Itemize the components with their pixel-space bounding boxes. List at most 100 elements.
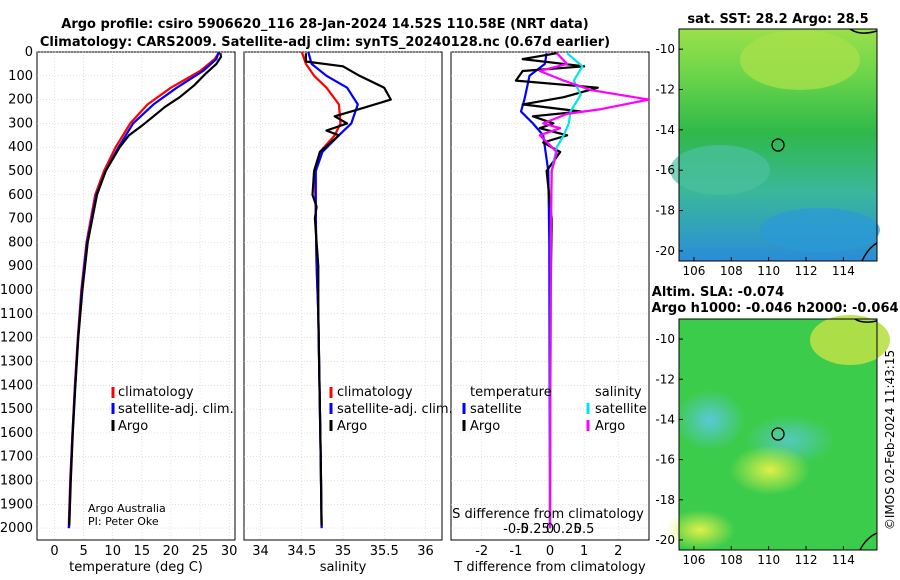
legend-clim: climatology — [337, 385, 413, 400]
map-lat-label: -20 — [655, 533, 675, 547]
sst-ticks: 106 108 110 112 114 -10 -12 -14 -16 -18 -20 — [655, 42, 854, 278]
legend-argo: Argo — [337, 419, 367, 434]
x-tick-label: 35.5 — [370, 544, 399, 559]
coastline — [859, 532, 878, 551]
x-tick-label: 2 — [614, 544, 622, 559]
map-lon-label: 108 — [720, 553, 743, 567]
map-lon-label: 110 — [757, 553, 780, 567]
map-lat-label: -10 — [655, 42, 675, 56]
argo-location-marker — [771, 138, 785, 152]
depth-tick-label: 1500 — [0, 402, 33, 417]
legend-sargo: Argo — [595, 419, 625, 434]
depth-tick-label: 300 — [8, 116, 33, 131]
map-lat-label: -14 — [655, 123, 675, 137]
s-diff-tick-label: 0.25 — [553, 522, 582, 537]
x-tick-label: 0 — [546, 544, 554, 559]
x-tick-label: -1 — [509, 544, 522, 559]
sla-frame — [678, 318, 878, 551]
temp-legend: climatology satellite-adj. clim. Argo — [111, 385, 234, 434]
x-tick-label: 10 — [104, 544, 121, 559]
map-lon-label: 110 — [757, 264, 780, 278]
sst-cool-patch — [670, 145, 770, 195]
credit-line2: PI: Peter Oke — [88, 515, 159, 528]
x-tick-labels: 0 5 10 15 20 25 30 34 34.5 35 35.5 36 -2 -1 0 1 2 — [50, 544, 622, 559]
legend-argo: Argo — [118, 419, 148, 434]
x-tick-label: 5 — [79, 544, 87, 559]
s-diff-tick-label: 0.5 — [574, 522, 595, 537]
s-diff-tick-label: -0.25 — [516, 522, 550, 537]
sla-ticks: 106 108 110 112 114 -10 -12 -14 -16 -18 -20 — [655, 332, 854, 567]
legend-targo: Argo — [470, 419, 500, 434]
depth-tick-label: 200 — [8, 93, 33, 108]
x-tick-label: 34 — [252, 544, 269, 559]
diff-legend: temperature salinity satellite Argo sate… — [462, 385, 647, 434]
sst-cold-patch — [760, 208, 880, 252]
map-lat-label: -16 — [655, 163, 675, 177]
depth-tick-label: 2000 — [0, 521, 33, 536]
sla-low-patch — [675, 390, 745, 450]
sst-warm-patch — [740, 30, 860, 90]
legend-sat: satellite-adj. clim. — [337, 402, 453, 417]
sal-xlabel: salinity — [320, 560, 367, 575]
title-line2: Climatology: CARS2009. Satellite-adj cli… — [40, 35, 610, 50]
depth-tick-labels: 0 100 200 300 400 500 600 700 800 900 1000 1100 1200… — [0, 45, 33, 536]
series-line — [304, 53, 392, 526]
map-lon-label: 106 — [682, 553, 705, 567]
series-line — [68, 53, 223, 526]
map-lat-label: -20 — [655, 244, 675, 258]
temp-xlabel: temperature (deg C) — [69, 560, 203, 575]
legend-temp-head: temperature — [470, 385, 552, 400]
title-line1: Argo profile: csiro 5906620_116 28-Jan-2… — [61, 17, 588, 32]
timestamp: ©IMOS 02-Feb-2024 11:43:15 — [883, 350, 897, 530]
series-line — [538, 52, 651, 529]
map-lat-label: -12 — [655, 372, 675, 386]
depth-tick-label: 0 — [25, 45, 33, 60]
map-lat-label: -18 — [655, 493, 675, 507]
depth-tick-label: 500 — [8, 164, 33, 179]
depth-tick-label: 1400 — [0, 378, 33, 393]
profile-lines — [67, 51, 651, 529]
legend-sal-head: salinity — [595, 385, 642, 400]
legend-clim: climatology — [118, 385, 194, 400]
sla-title1: Altim. SLA: -0.074 — [652, 285, 784, 300]
sla-high-patch — [665, 510, 735, 550]
map-lon-label: 108 — [720, 264, 743, 278]
sla-high-patch — [730, 445, 810, 495]
temp-axes — [36, 51, 236, 541]
sla-map — [665, 315, 890, 551]
map-lat-label: -14 — [655, 412, 675, 426]
depth-tick-label: 1000 — [0, 283, 33, 298]
map-lat-label: -12 — [655, 83, 675, 97]
x-tick-label: 35 — [335, 544, 352, 559]
series-line — [514, 52, 599, 529]
legend-tsat: satellite — [470, 402, 522, 417]
x-tick-label: 25 — [192, 544, 209, 559]
map-lat-label: -16 — [655, 453, 675, 467]
x-tick-label: 30 — [221, 544, 238, 559]
legend-sat: satellite-adj. clim. — [118, 402, 234, 417]
x-tick-label: 36 — [417, 544, 434, 559]
x-tick-label: -2 — [475, 544, 488, 559]
coastline — [854, 318, 878, 323]
sst-map-title: sat. SST: 28.2 Argo: 28.5 — [687, 12, 868, 27]
sst-frame — [678, 28, 878, 262]
legend-ssat: satellite — [595, 402, 647, 417]
diff-x2label: S difference from climatology — [452, 507, 644, 522]
depth-tick-label: 1300 — [0, 354, 33, 369]
depth-tick-label: 400 — [8, 140, 33, 155]
depth-tick-label: 1100 — [0, 307, 33, 322]
coastline — [861, 242, 878, 262]
s-diff-tick-label: 0 — [546, 522, 554, 537]
depth-tick-label: 600 — [8, 188, 33, 203]
x-tick-label: 20 — [163, 544, 180, 559]
depth-tick-label: 1800 — [0, 473, 33, 488]
map-lon-label: 114 — [832, 264, 855, 278]
depth-tick-label: 1900 — [0, 497, 33, 512]
credit-line1: Argo Australia — [88, 502, 166, 515]
depth-tick-label: 1600 — [0, 426, 33, 441]
map-lat-label: -18 — [655, 204, 675, 218]
map-lon-label: 106 — [682, 264, 705, 278]
depth-tick-label: 1200 — [0, 331, 33, 346]
